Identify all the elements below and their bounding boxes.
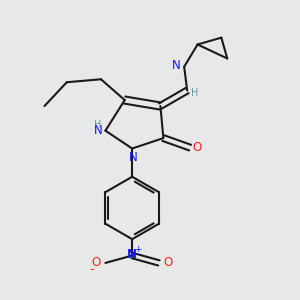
Text: H: H: [191, 88, 198, 98]
Text: N: N: [172, 59, 180, 72]
Text: N: N: [127, 248, 137, 261]
Text: N: N: [94, 124, 102, 137]
Text: -: -: [89, 263, 93, 276]
Text: O: O: [192, 141, 201, 154]
Text: H: H: [94, 120, 102, 130]
Text: +: +: [134, 245, 142, 254]
Text: O: O: [163, 256, 172, 269]
Text: N: N: [129, 151, 138, 164]
Text: O: O: [92, 256, 101, 269]
